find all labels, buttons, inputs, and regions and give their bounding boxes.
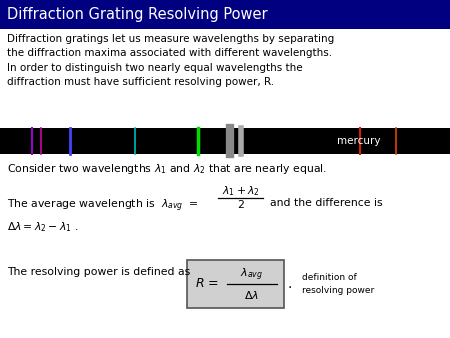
Text: The resolving power is defined as: The resolving power is defined as xyxy=(7,267,190,277)
Text: $\Delta\lambda = \lambda_2 - \lambda_1$ .: $\Delta\lambda = \lambda_2 - \lambda_1$ … xyxy=(7,220,78,234)
Text: $R$ =: $R$ = xyxy=(195,277,219,290)
Text: $\lambda_{avg}$: $\lambda_{avg}$ xyxy=(240,266,264,283)
Text: Consider two wavelengths $\lambda_1$ and $\lambda_2$ that are nearly equal.: Consider two wavelengths $\lambda_1$ and… xyxy=(7,162,327,176)
Text: mercury: mercury xyxy=(338,136,381,146)
Text: .: . xyxy=(287,277,292,291)
Text: The average wavelength is  $\lambda_{avg}$  =: The average wavelength is $\lambda_{avg}… xyxy=(7,198,198,214)
Text: definition of
resolving power: definition of resolving power xyxy=(302,273,374,295)
Text: $\lambda_1 + \lambda_2$: $\lambda_1 + \lambda_2$ xyxy=(222,184,260,198)
Bar xyxy=(187,260,284,308)
Bar xyxy=(0,128,450,154)
Text: Diffraction gratings let us measure wavelengths by separating
the diffraction ma: Diffraction gratings let us measure wave… xyxy=(7,34,334,87)
Text: Diffraction Grating Resolving Power: Diffraction Grating Resolving Power xyxy=(7,7,267,22)
Text: $\Delta\lambda$: $\Delta\lambda$ xyxy=(244,289,260,301)
Text: $2$: $2$ xyxy=(237,198,245,211)
Text: and the difference is: and the difference is xyxy=(270,198,382,208)
Bar xyxy=(0,0,450,29)
